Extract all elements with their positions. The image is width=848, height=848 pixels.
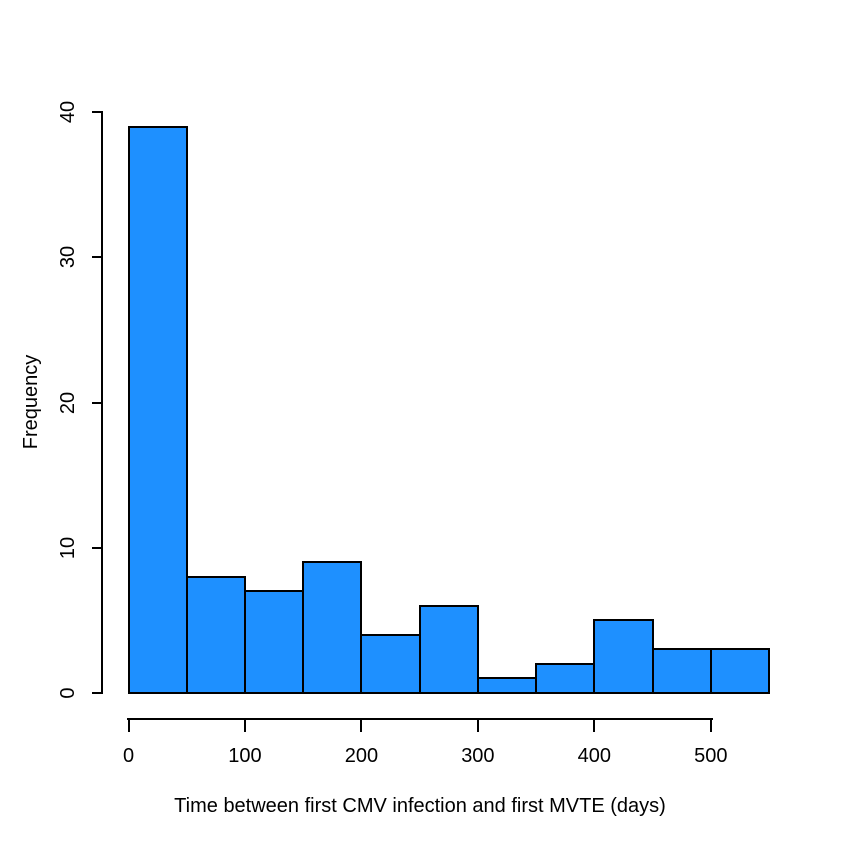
histogram-bar — [360, 633, 421, 694]
x-axis-line — [127, 718, 713, 720]
x-tick-label: 200 — [344, 745, 379, 767]
y-tick-mark — [92, 256, 102, 259]
x-tick-label: 100 — [228, 745, 262, 767]
histogram-bar — [593, 619, 654, 694]
y-tick-mark — [92, 111, 102, 113]
x-tick-label: 300 — [461, 745, 495, 767]
x-tick-mark — [593, 718, 596, 732]
x-tick-mark — [243, 718, 246, 732]
histogram-bar — [243, 590, 305, 694]
x-tick-mark — [127, 718, 130, 732]
y-tick-mark — [92, 692, 102, 694]
x-tick-mark — [709, 718, 712, 732]
histogram-bar — [651, 648, 712, 694]
histogram-bar — [185, 575, 246, 694]
y-axis-line — [101, 111, 103, 694]
y-tick-label: 0 — [57, 687, 79, 699]
x-tick-label: 500 — [694, 745, 728, 767]
histogram-bar — [535, 662, 596, 694]
histogram-bar — [127, 125, 188, 694]
y-tick-label: 40 — [57, 100, 79, 124]
y-tick-label: 30 — [57, 246, 79, 269]
y-axis-title: Frequency — [20, 354, 42, 450]
y-tick-mark — [92, 401, 102, 404]
histogram-bar — [302, 561, 363, 694]
y-tick-label: 10 — [57, 536, 79, 559]
histogram-bar — [418, 604, 479, 694]
histogram-bar — [709, 648, 771, 694]
x-tick-mark — [476, 718, 479, 732]
x-tick-label: 0 — [122, 745, 135, 767]
y-tick-label: 20 — [57, 391, 79, 414]
y-tick-mark — [92, 546, 102, 549]
x-tick-label: 400 — [577, 745, 612, 767]
x-tick-mark — [360, 718, 363, 732]
x-axis-title: Time between first CMV infection and fir… — [174, 795, 666, 817]
histogram-bar — [476, 677, 538, 694]
